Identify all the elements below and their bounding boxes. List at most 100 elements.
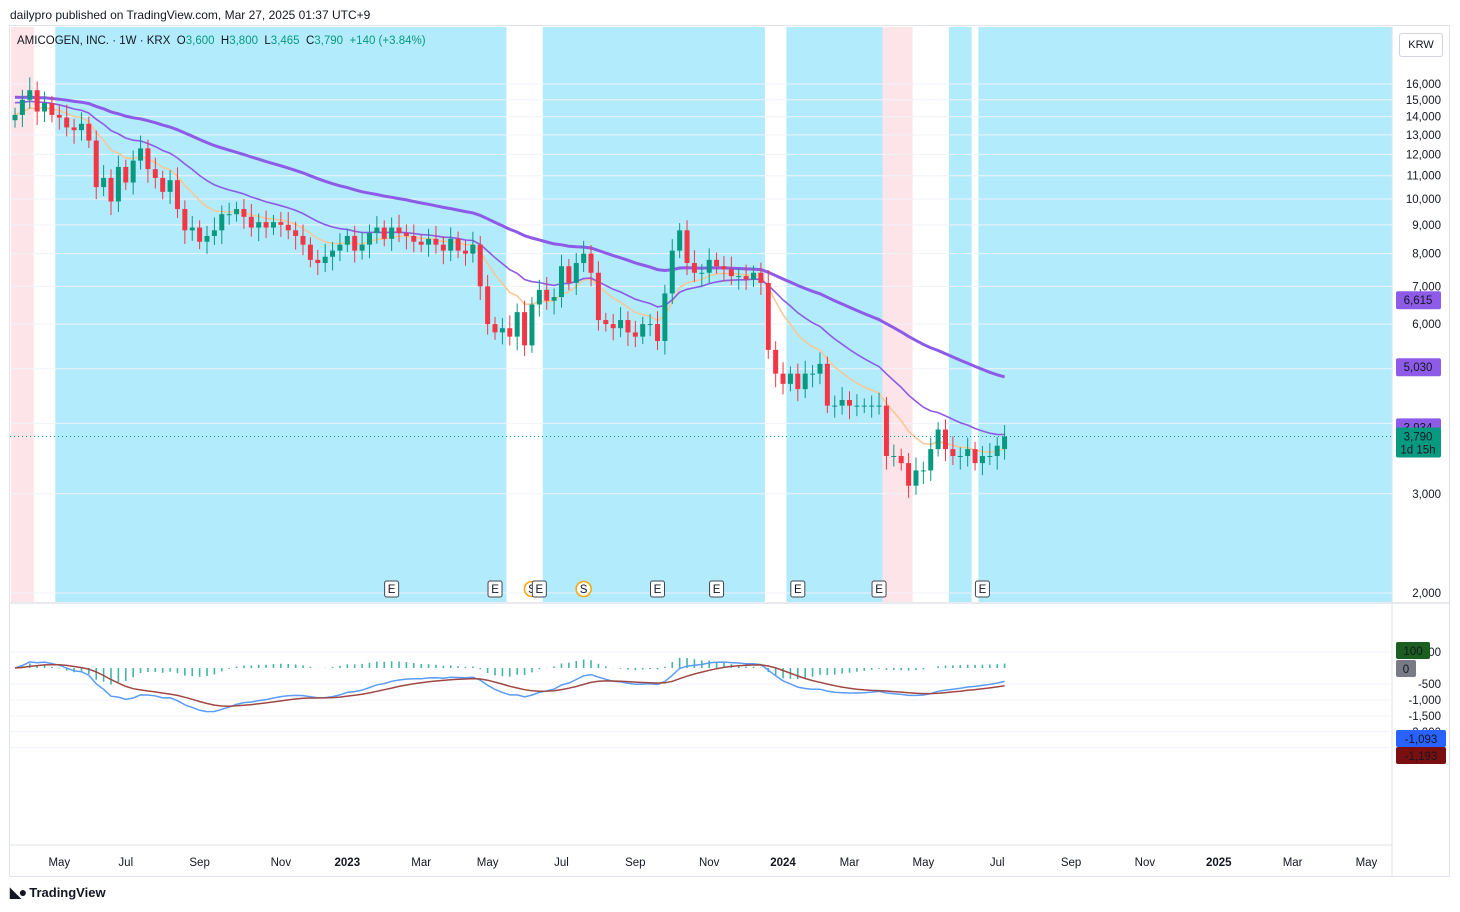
zero-value-bg: [1396, 660, 1416, 677]
candle-body: [603, 320, 609, 325]
histogram-value: 100: [1403, 646, 1422, 658]
price-tick: 15,000: [1406, 95, 1441, 107]
candle-body: [721, 266, 727, 270]
signal-line: [14, 663, 1005, 707]
earnings-marker-label: E: [979, 584, 987, 596]
candle-body: [832, 405, 838, 407]
split-marker-label: S: [580, 584, 588, 596]
candle-body: [632, 332, 638, 337]
price-tick: 16,000: [1406, 79, 1441, 91]
earnings-marker: [974, 580, 990, 598]
chart-frame: [9, 25, 1450, 877]
symbol-legend: AMICOGEN, INC. · 1W · KRX O3,600 H3,800 …: [17, 35, 426, 47]
macd-tick: -500: [1418, 679, 1441, 691]
candle-body: [197, 227, 203, 242]
candle-body: [891, 456, 897, 458]
price-tick: 7,000: [1412, 281, 1441, 293]
regime-band: [542, 27, 559, 602]
candle-body: [204, 235, 210, 242]
ema-mid-line: [14, 100, 1005, 436]
price-tick: 2,000: [1412, 588, 1441, 600]
candle-body: [935, 429, 941, 450]
candle-body: [426, 238, 432, 245]
candle-body: [928, 449, 934, 471]
candle-body: [854, 405, 860, 407]
candle-body: [610, 324, 616, 329]
time-tick: Jul: [554, 857, 569, 869]
candle-body: [167, 180, 173, 192]
ema-mid-value-bg: [1396, 358, 1441, 377]
grid: [10, 27, 1450, 876]
time-tick: May: [912, 857, 934, 869]
price-tick: 10,000: [1406, 194, 1441, 206]
candle-body: [12, 114, 18, 121]
macd-tick: -1,000: [1408, 695, 1441, 707]
candle-body: [300, 235, 306, 245]
candle-body: [551, 297, 557, 301]
macd-value: -1,093: [1405, 734, 1438, 746]
candle-body: [71, 127, 77, 131]
candle-body: [108, 177, 114, 202]
candle-body: [256, 222, 262, 228]
candle-body: [536, 289, 542, 305]
candle-body: [123, 166, 129, 183]
candle-body: [359, 244, 365, 251]
candle-body: [876, 405, 882, 407]
candle-body: [824, 363, 830, 406]
candle-body: [241, 209, 247, 217]
exchange: KRX: [146, 35, 171, 47]
candle-body: [411, 235, 417, 242]
earnings-marker: [487, 580, 503, 598]
interval[interactable]: 1W: [119, 35, 137, 47]
candle-body: [86, 123, 92, 141]
price-tick: 8,000: [1412, 249, 1441, 261]
candle-body: [706, 259, 712, 273]
candle-body: [765, 282, 771, 350]
candle-body: [462, 250, 468, 254]
candle-body: [906, 463, 912, 486]
candle-body: [595, 272, 601, 321]
candle-body: [130, 160, 136, 183]
candle-body: [544, 289, 550, 301]
symbol-name[interactable]: AMICOGEN, INC.: [17, 35, 110, 47]
candle-body: [226, 214, 232, 216]
tradingview-logo-icon: ◣●: [10, 884, 27, 900]
regime-band: [557, 27, 765, 602]
ema-slow-value: 6,615: [1404, 295, 1433, 307]
candle-body: [810, 373, 816, 375]
candle-body: [573, 263, 579, 283]
candle-body: [728, 269, 734, 277]
earnings-marker-label: E: [491, 584, 499, 596]
candle-body: [485, 286, 491, 325]
candle-body: [352, 235, 358, 251]
candle-body: [839, 400, 845, 406]
candle-body: [640, 324, 646, 337]
candle-body: [42, 103, 48, 112]
time-tick: May: [48, 857, 70, 869]
candle-body: [174, 180, 180, 210]
candle-body: [278, 222, 284, 225]
earnings-marker-label: E: [654, 584, 662, 596]
candle-body: [189, 227, 195, 231]
candle-body: [507, 328, 513, 337]
tradingview-logo-text: TradingView: [29, 885, 106, 900]
candle-body: [263, 222, 269, 228]
tradingview-logo[interactable]: ◣● TradingView: [10, 884, 106, 901]
candle-body: [477, 244, 483, 287]
regime-band: [786, 27, 891, 602]
candle-body: [943, 429, 949, 450]
candle-body: [566, 266, 572, 283]
candle-body: [699, 272, 705, 274]
price-tick: 14,000: [1406, 112, 1441, 124]
time-tick: Sep: [625, 857, 645, 869]
candle-body: [662, 293, 668, 341]
candle-body: [751, 272, 756, 280]
regime-band: [55, 27, 470, 602]
candle-body: [714, 259, 720, 267]
candle-body: [817, 363, 823, 374]
candle-body: [248, 216, 254, 228]
candle-body: [987, 456, 993, 458]
currency-button[interactable]: KRW: [1399, 33, 1443, 57]
ema-slow-line: [14, 95, 1006, 379]
